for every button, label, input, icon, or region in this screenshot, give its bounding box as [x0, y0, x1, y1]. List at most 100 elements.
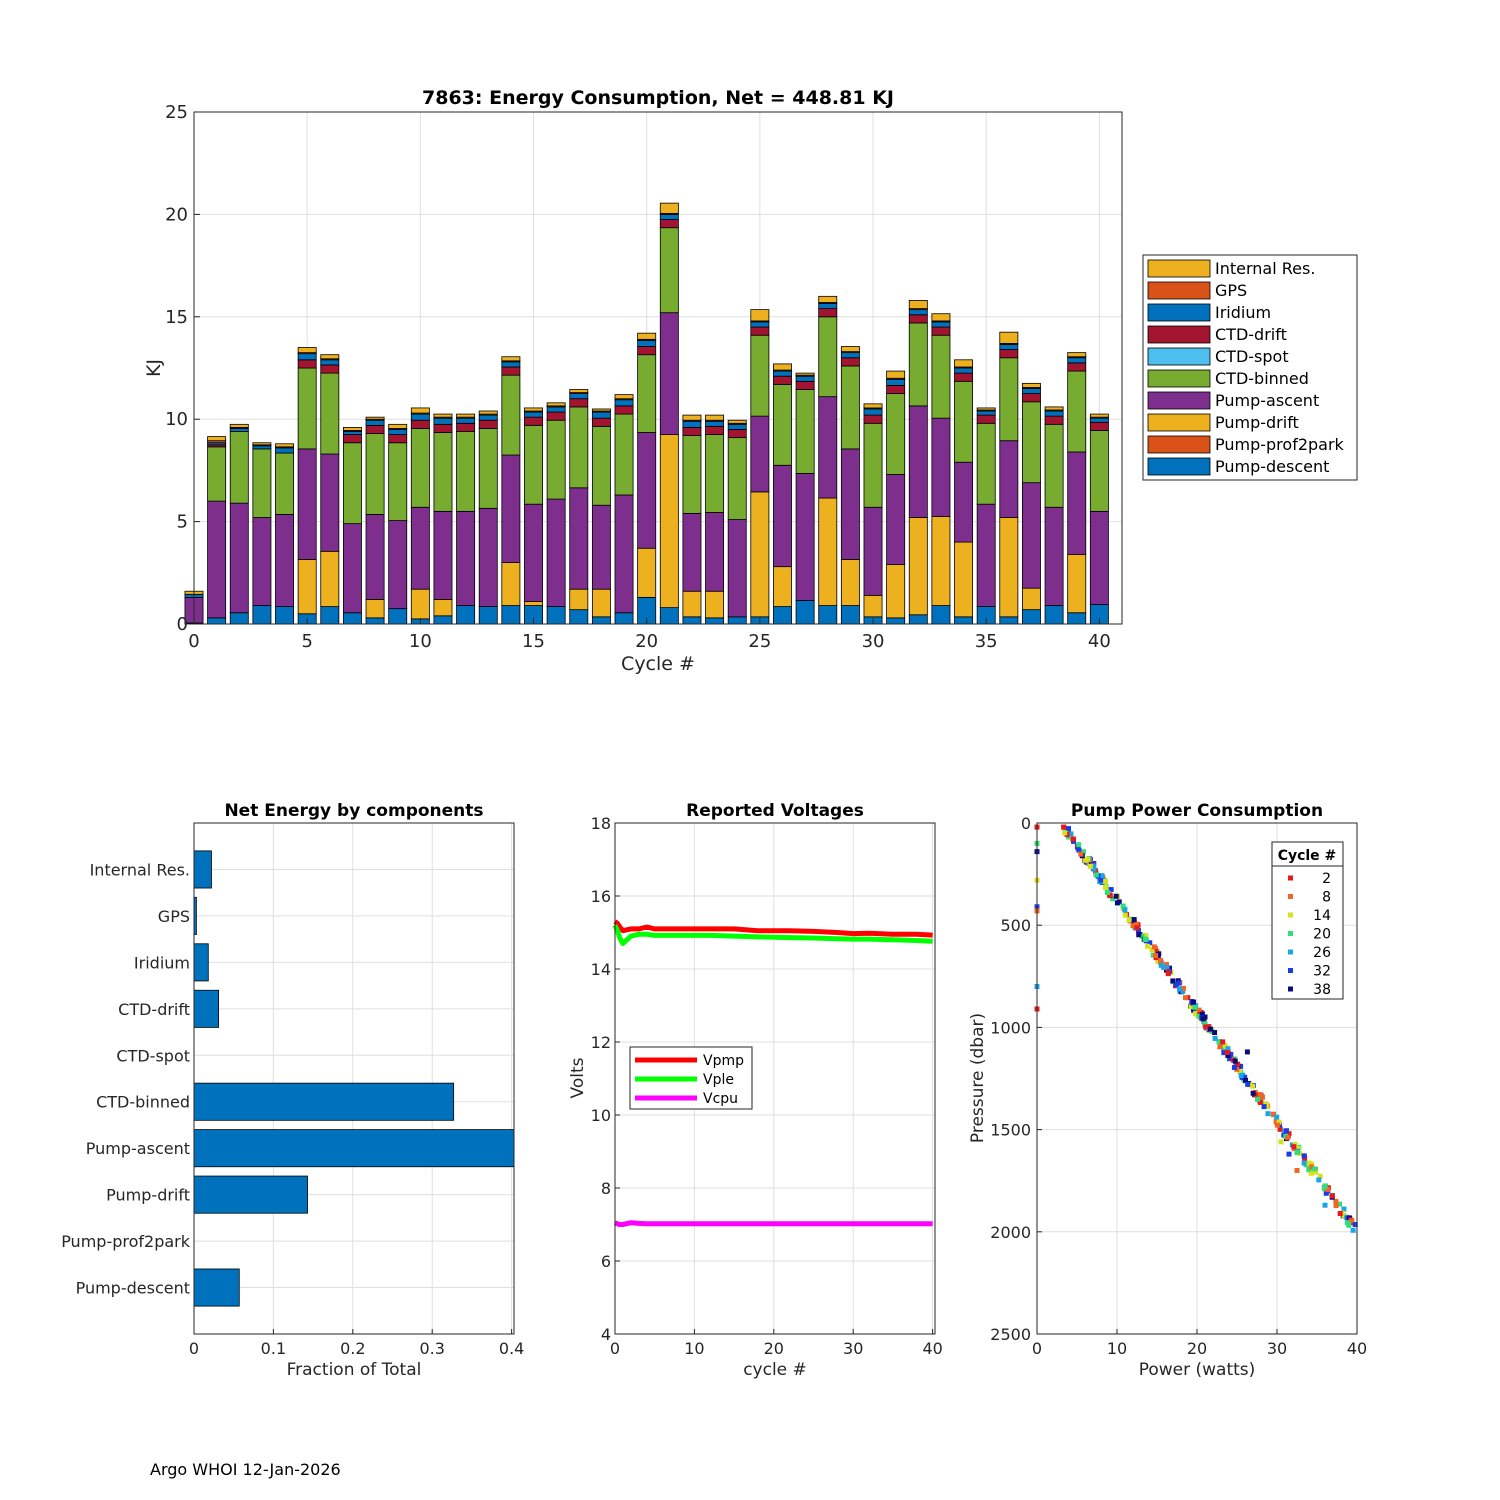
- bar-cycle-21-ctd-drift: [659, 219, 679, 229]
- components-chart-title: Net Energy by components: [224, 801, 483, 821]
- component-bar-ctd-drift: [193, 989, 220, 1028]
- bar-cycle-23-internal-res-: [705, 414, 725, 421]
- pump-point-cycle-8: [1333, 1198, 1339, 1204]
- pump-x-tick-label: 20: [1187, 1339, 1207, 1358]
- bar-cycle-39-internal-res-: [1067, 352, 1087, 358]
- pump-y-tick-label: 2000: [990, 1223, 1031, 1242]
- pump-y-label: Pressure (dbar): [968, 1013, 988, 1143]
- bar-cycle-33-pump-drift: [931, 516, 951, 606]
- bar-cycle-22-ctd-drift: [682, 426, 702, 436]
- component-bar-ctd-binned: [193, 1082, 455, 1121]
- bar-cycle-9-internal-res-: [388, 423, 408, 429]
- pump-point-cycle-14: [1250, 1083, 1256, 1089]
- bar-cycle-37-internal-res-: [1022, 382, 1041, 388]
- bar-cycle-10-pump-ascent: [410, 506, 430, 590]
- components-y-tick-label: Pump-prof2park: [61, 1232, 191, 1251]
- component-bar-pump-ascent: [193, 1129, 515, 1168]
- bar-cycle-15-internal-res-: [524, 407, 543, 412]
- bar-cycle-40-internal-res-: [1089, 413, 1109, 418]
- pump-legend-label: 32: [1313, 964, 1331, 980]
- voltages-x-tick-label: 10: [684, 1339, 704, 1358]
- bar-cycle-6-pump-drift: [320, 550, 340, 607]
- pump-point-cycle-32: [1221, 1050, 1227, 1056]
- bar-cycle-3-pump-ascent: [252, 517, 272, 606]
- pump-point-cycle-32: [1076, 847, 1082, 853]
- bar-cycle-31-pump-descent: [886, 617, 906, 625]
- pump-point-cycle-14: [1087, 863, 1093, 869]
- components-x-tick-label: 0.2: [340, 1339, 365, 1358]
- pump-point-cycle-14: [1313, 1169, 1319, 1175]
- pump-ticks: 0 10 20 30 40 0 500 1000 1500 2000 2500: [990, 814, 1367, 1358]
- bar-cycle-8-pump-drift: [365, 599, 385, 619]
- bar-cycle-14-pump-ascent: [501, 454, 521, 563]
- bar-cycle-8-internal-res-: [365, 416, 385, 420]
- pump-point-cycle-20: [1346, 1222, 1352, 1228]
- components-y-tick-label: CTD-spot: [116, 1046, 190, 1065]
- pump-legend-label: 14: [1313, 908, 1331, 924]
- bar-cycle-31-pump-drift: [886, 564, 906, 619]
- bar-cycle-9-pump-ascent: [388, 520, 408, 610]
- bar-cycle-36-pump-drift: [999, 517, 1019, 618]
- energy-legend-swatch: [1147, 369, 1211, 388]
- pump-point-cycle-26: [1180, 988, 1186, 994]
- bar-cycle-37-pump-drift: [1022, 587, 1041, 611]
- bar-cycle-12-ctd-binned: [456, 431, 476, 512]
- bar-cycle-12-pump-ascent: [456, 510, 476, 606]
- pump-point-cycle-14: [1145, 943, 1151, 949]
- voltages-y-tick-label: 12: [591, 1033, 611, 1052]
- pump-point-cycle-8: [1285, 1135, 1291, 1141]
- pump-point-cycle-2: [1107, 892, 1113, 898]
- pump-point-cycle-14: [1192, 1011, 1198, 1017]
- bar-cycle-11-pump-descent: [433, 615, 453, 625]
- pump-point-cycle-38: [1131, 917, 1137, 923]
- bar-cycle-26-ctd-drift: [773, 375, 792, 385]
- bar-cycle-17-ctd-binned: [569, 406, 589, 489]
- bar-cycle-7-pump-descent: [342, 612, 362, 625]
- pump-point-cycle-20: [1076, 842, 1082, 848]
- energy-y-label: KJ: [143, 359, 165, 377]
- pump-legend-label: 8: [1322, 890, 1331, 906]
- bar-cycle-4-internal-res-: [275, 443, 294, 448]
- bar-cycle-10-iridium: [410, 413, 430, 421]
- energy-x-tick-label: 10: [409, 631, 432, 652]
- pump-point-cycle-38: [1243, 1077, 1249, 1083]
- bar-cycle-12-pump-descent: [456, 605, 476, 625]
- bar-cycle-6-iridium: [320, 359, 340, 366]
- energy-legend-swatch: [1147, 435, 1211, 454]
- bar-cycle-26-pump-ascent: [773, 464, 792, 568]
- bar-cycle-32-ctd-binned: [908, 322, 928, 407]
- bar-cycle-16-ctd-binned: [546, 419, 566, 500]
- pump-x-tick-label: 10: [1107, 1339, 1127, 1358]
- pump-y-tick-label: 1000: [990, 1018, 1031, 1037]
- energy-legend: Internal Res. GPS Iridium CTD-drift CTD-spot…: [1142, 254, 1358, 481]
- pump-point-cycle-32: [1227, 1056, 1233, 1062]
- bar-cycle-25-pump-ascent: [750, 415, 770, 493]
- bar-cycle-24-internal-res-: [727, 419, 747, 424]
- bar-cycle-12-ctd-drift: [456, 422, 476, 432]
- bar-cycle-1-internal-res-: [207, 436, 227, 442]
- pump-point-cycle-38: [1156, 951, 1162, 957]
- energy-legend-swatch: [1147, 457, 1211, 476]
- bar-cycle-7-pump-ascent: [342, 523, 362, 614]
- bar-cycle-3-ctd-binned: [252, 448, 272, 518]
- bar-cycle-16-internal-res-: [546, 402, 566, 407]
- pump-point-cycle-32: [1301, 1153, 1307, 1159]
- bar-cycle-21-internal-res-: [659, 202, 679, 214]
- bar-cycle-29-pump-descent: [840, 605, 860, 625]
- pump-point-cycle-26: [1225, 1046, 1231, 1052]
- bar-cycle-2-iridium: [229, 428, 249, 432]
- pump-point-cycle-14: [1237, 1068, 1243, 1074]
- bar-cycle-9-iridium: [388, 429, 408, 435]
- bar-cycle-34-iridium: [954, 367, 974, 374]
- pump-chart-title: Pump Power Consumption: [1071, 801, 1323, 821]
- bar-cycle-6-ctd-drift: [320, 364, 340, 374]
- pump-point-cycle-8: [1309, 1164, 1315, 1170]
- voltages-legend: Vpmp Vple Vcpu: [629, 1046, 753, 1110]
- bar-cycle-5-internal-res-: [297, 347, 317, 354]
- pump-point-cycle-32: [1231, 1064, 1237, 1070]
- bar-cycle-17-pump-descent: [569, 609, 589, 625]
- bar-cycle-37-pump-descent: [1022, 609, 1041, 625]
- voltages-y-label: Volts: [568, 1057, 588, 1098]
- pump-point-cycle-8: [1270, 1111, 1276, 1117]
